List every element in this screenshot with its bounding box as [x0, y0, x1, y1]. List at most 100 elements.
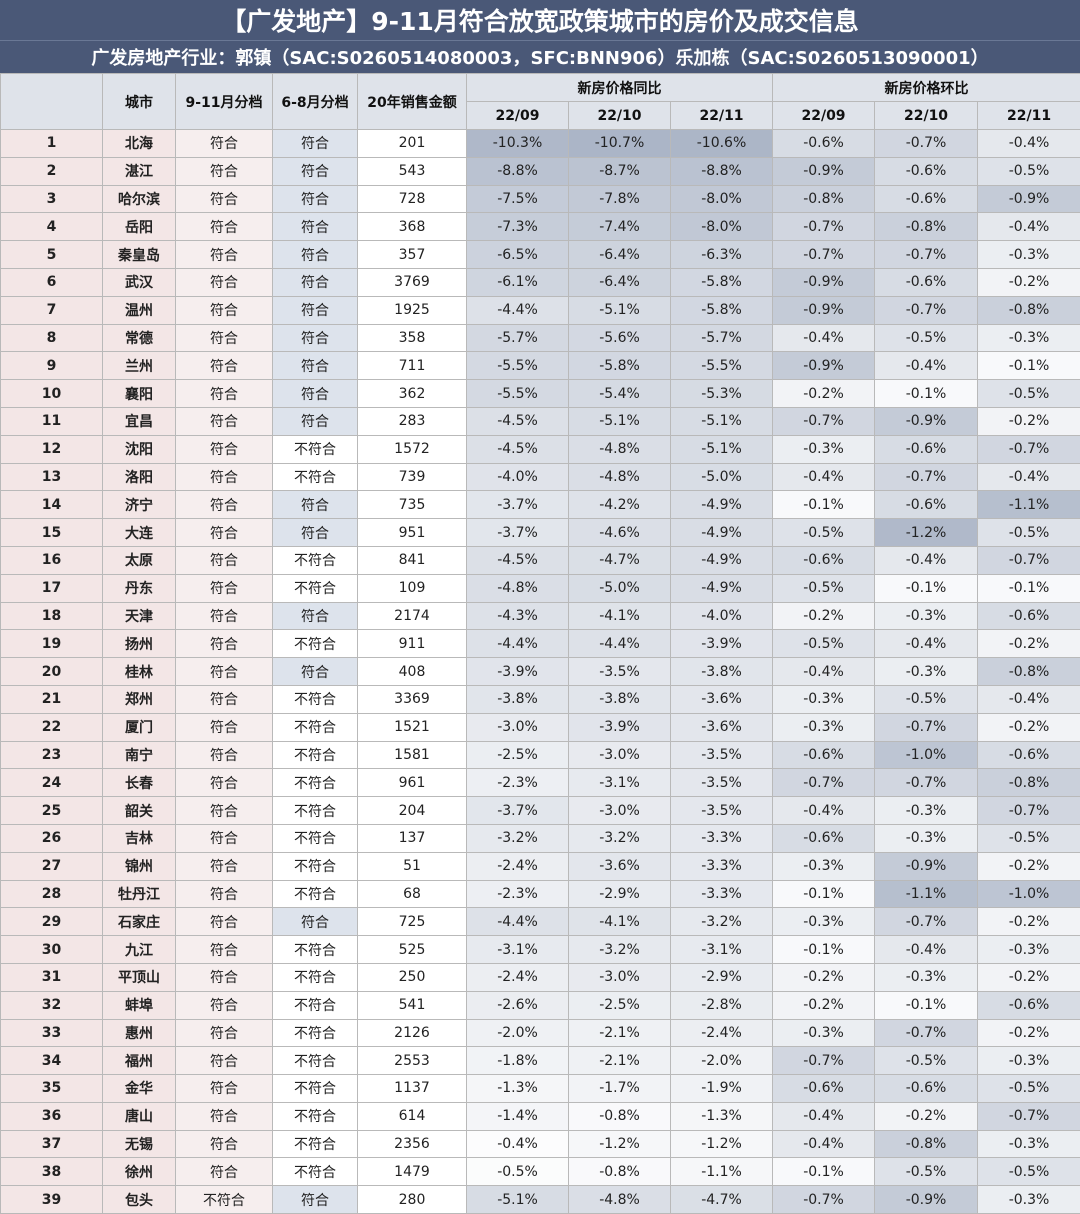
- city-cell: 吉林: [103, 824, 176, 852]
- yoy-cell: -3.1%: [671, 936, 773, 964]
- mom-cell: -0.3%: [978, 324, 1080, 352]
- mom-cell: -0.7%: [773, 213, 875, 241]
- tier-911-cell: 符合: [176, 880, 273, 908]
- mom-cell: -0.5%: [875, 324, 978, 352]
- report-title: 【广发地产】9-11月符合放宽政策城市的房价及成交信息: [0, 0, 1080, 40]
- sales-cell: 137: [358, 824, 467, 852]
- mom-cell: -0.6%: [875, 491, 978, 519]
- tier-68-cell: 不符合: [273, 685, 358, 713]
- yoy-cell: -2.4%: [467, 852, 569, 880]
- mom-cell: -0.5%: [875, 685, 978, 713]
- tier-911-cell: 符合: [176, 268, 273, 296]
- yoy-month-header: 22/11: [671, 102, 773, 130]
- mom-cell: -0.4%: [978, 130, 1080, 158]
- city-cell: 湛江: [103, 157, 176, 185]
- tier-911-cell: 符合: [176, 1047, 273, 1075]
- mom-cell: -0.2%: [773, 602, 875, 630]
- mom-cell: -0.6%: [773, 546, 875, 574]
- city-cell: 福州: [103, 1047, 176, 1075]
- mom-cell: -0.3%: [875, 797, 978, 825]
- sales-cell: 711: [358, 352, 467, 380]
- yoy-cell: -3.0%: [467, 713, 569, 741]
- mom-cell: -0.4%: [773, 463, 875, 491]
- tier-911-cell: 符合: [176, 185, 273, 213]
- rank-cell: 10: [1, 380, 103, 408]
- mom-cell: -0.9%: [773, 296, 875, 324]
- mom-cell: -0.2%: [978, 908, 1080, 936]
- yoy-cell: -5.5%: [467, 352, 569, 380]
- yoy-cell: -4.4%: [467, 908, 569, 936]
- tier-68-cell: 不符合: [273, 1130, 358, 1158]
- rank-cell: 17: [1, 574, 103, 602]
- mom-cell: -0.3%: [978, 1047, 1080, 1075]
- rank-cell: 39: [1, 1186, 103, 1214]
- mom-cell: -1.1%: [978, 491, 1080, 519]
- mom-cell: -0.7%: [978, 435, 1080, 463]
- mom-cell: -0.4%: [978, 463, 1080, 491]
- yoy-cell: -5.4%: [569, 380, 671, 408]
- yoy-cell: -3.0%: [569, 797, 671, 825]
- sales-cell: 2356: [358, 1130, 467, 1158]
- mom-cell: -0.8%: [978, 658, 1080, 686]
- rank-cell: 19: [1, 630, 103, 658]
- rank-cell: 21: [1, 685, 103, 713]
- yoy-cell: -8.8%: [671, 157, 773, 185]
- yoy-cell: -4.4%: [467, 296, 569, 324]
- tier-911-cell: 符合: [176, 963, 273, 991]
- tier-68-cell: 不符合: [273, 1019, 358, 1047]
- yoy-cell: -3.9%: [467, 658, 569, 686]
- mom-cell: -0.7%: [773, 241, 875, 269]
- city-cell: 无锡: [103, 1130, 176, 1158]
- city-cell: 锦州: [103, 852, 176, 880]
- yoy-cell: -6.1%: [467, 268, 569, 296]
- mom-cell: -0.3%: [875, 658, 978, 686]
- rank-cell: 35: [1, 1075, 103, 1103]
- yoy-cell: -1.1%: [671, 1158, 773, 1186]
- yoy-cell: -3.7%: [467, 491, 569, 519]
- yoy-cell: -0.5%: [467, 1158, 569, 1186]
- yoy-cell: -2.1%: [569, 1047, 671, 1075]
- rank-cell: 7: [1, 296, 103, 324]
- yoy-cell: -2.5%: [569, 991, 671, 1019]
- yoy-cell: -4.8%: [569, 435, 671, 463]
- yoy-cell: -4.1%: [569, 602, 671, 630]
- mom-cell: -0.3%: [978, 241, 1080, 269]
- tier-911-cell: 符合: [176, 1102, 273, 1130]
- tier-68-cell: 符合: [273, 908, 358, 936]
- yoy-cell: -5.1%: [569, 407, 671, 435]
- yoy-cell: -7.3%: [467, 213, 569, 241]
- sales-cell: 725: [358, 908, 467, 936]
- yoy-cell: -10.3%: [467, 130, 569, 158]
- sales-cell: 541: [358, 991, 467, 1019]
- tier-68-cell: 不符合: [273, 769, 358, 797]
- tier-68-cell: 符合: [273, 213, 358, 241]
- rank-cell: 28: [1, 880, 103, 908]
- yoy-cell: -2.6%: [467, 991, 569, 1019]
- yoy-cell: -1.9%: [671, 1075, 773, 1103]
- yoy-cell: -0.4%: [467, 1130, 569, 1158]
- mom-cell: -0.7%: [875, 296, 978, 324]
- yoy-cell: -4.8%: [467, 574, 569, 602]
- sales-cell: 728: [358, 185, 467, 213]
- mom-cell: -0.4%: [875, 546, 978, 574]
- yoy-cell: -4.0%: [467, 463, 569, 491]
- city-cell: 丹东: [103, 574, 176, 602]
- yoy-cell: -5.0%: [569, 574, 671, 602]
- city-cell: 襄阳: [103, 380, 176, 408]
- yoy-cell: -4.8%: [569, 463, 671, 491]
- yoy-cell: -2.3%: [467, 880, 569, 908]
- tier-68-cell: 不符合: [273, 880, 358, 908]
- yoy-cell: -5.8%: [671, 268, 773, 296]
- mom-cell: -0.5%: [773, 519, 875, 547]
- yoy-cell: -3.8%: [569, 685, 671, 713]
- sales-cell: 1479: [358, 1158, 467, 1186]
